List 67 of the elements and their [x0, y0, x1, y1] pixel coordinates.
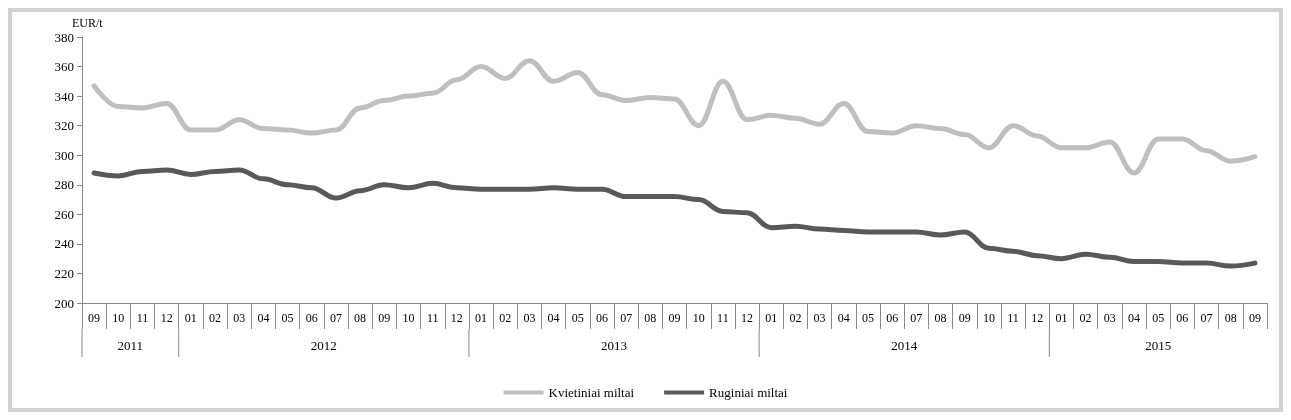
y-tick-label: 380: [54, 29, 74, 45]
x-tick-label: 01: [475, 311, 488, 325]
x-tick-label: 09: [88, 311, 101, 325]
x-tick-label: 06: [595, 311, 608, 325]
x-tick-label: 11: [136, 311, 149, 325]
x-tick-label: 08: [354, 311, 367, 325]
x-tick-label: 07: [1200, 311, 1213, 325]
y-tick-label: 200: [54, 295, 74, 311]
x-tick-label: 09: [958, 311, 971, 325]
x-tick-label: 04: [1127, 311, 1140, 325]
x-tick-label: 05: [1152, 311, 1165, 325]
x-tick-label: 08: [1224, 311, 1237, 325]
x-tick-label: 06: [886, 311, 899, 325]
x-tick-label: 10: [982, 311, 995, 325]
x-tick-label: 01: [765, 311, 778, 325]
legend-label: Kvietiniai miltai: [548, 385, 635, 400]
x-tick-label: 12: [741, 311, 754, 325]
x-tick-label: 12: [450, 311, 463, 325]
x-tick-label: 04: [257, 311, 270, 325]
x-tick-label: 05: [571, 311, 584, 325]
x-tick-label: 10: [112, 311, 125, 325]
x-tick-label: 01: [184, 311, 197, 325]
x-tick-label: 07: [620, 311, 633, 325]
x-tick-label: 02: [209, 311, 222, 325]
text: 2014: [891, 337, 918, 353]
x-tick-label: 10: [692, 311, 705, 325]
y-axis-title: EUR/t: [72, 16, 104, 30]
x-tick-label: 11: [1007, 311, 1019, 325]
y-tick-label: 280: [54, 177, 74, 193]
x-tick-label: 07: [329, 311, 342, 325]
x-tick-label: 05: [281, 311, 294, 325]
y-tick-label: 260: [54, 206, 74, 222]
x-tick-label: 10: [402, 311, 415, 325]
x-tick-label: 07: [910, 311, 923, 325]
x-tick-label: 04: [837, 311, 850, 325]
x-tick-label: 09: [668, 311, 681, 325]
y-tick-label: 320: [54, 118, 74, 134]
x-tick-label: 04: [547, 311, 560, 325]
x-tick-label: 08: [644, 311, 657, 325]
x-tick-label: 08: [934, 311, 947, 325]
x-tick-label: 02: [789, 311, 802, 325]
text: 2011: [117, 337, 144, 353]
x-tick-label: 11: [426, 311, 439, 325]
y-tick-label: 300: [54, 147, 74, 163]
y-tick-label: 340: [54, 88, 74, 104]
x-tick-label: 03: [813, 311, 826, 325]
y-tick-label: 220: [54, 265, 74, 281]
x-tick-label: 06: [305, 311, 318, 325]
text: 2013: [601, 337, 628, 353]
x-tick-label: 03: [233, 311, 246, 325]
x-tick-label: 03: [523, 311, 536, 325]
text: 2012: [310, 337, 337, 353]
x-tick-label: 05: [861, 311, 874, 325]
x-tick-label: 01: [1055, 311, 1068, 325]
y-tick-label: 360: [54, 59, 74, 75]
x-tick-label: 09: [378, 311, 391, 325]
text: 2015: [1145, 337, 1172, 353]
x-tick-label: 06: [1176, 311, 1189, 325]
x-tick-label: 12: [160, 311, 173, 325]
x-tick-label: 11: [717, 311, 729, 325]
x-tick-label: 02: [499, 311, 512, 325]
x-tick-label: 12: [1031, 311, 1044, 325]
x-tick-label: 09: [1248, 311, 1261, 325]
legend-label: Ruginiai miltai: [709, 385, 788, 400]
x-tick-label: 03: [1103, 311, 1116, 325]
x-tick-label: 02: [1079, 311, 1092, 325]
y-tick-label: 240: [54, 236, 74, 252]
